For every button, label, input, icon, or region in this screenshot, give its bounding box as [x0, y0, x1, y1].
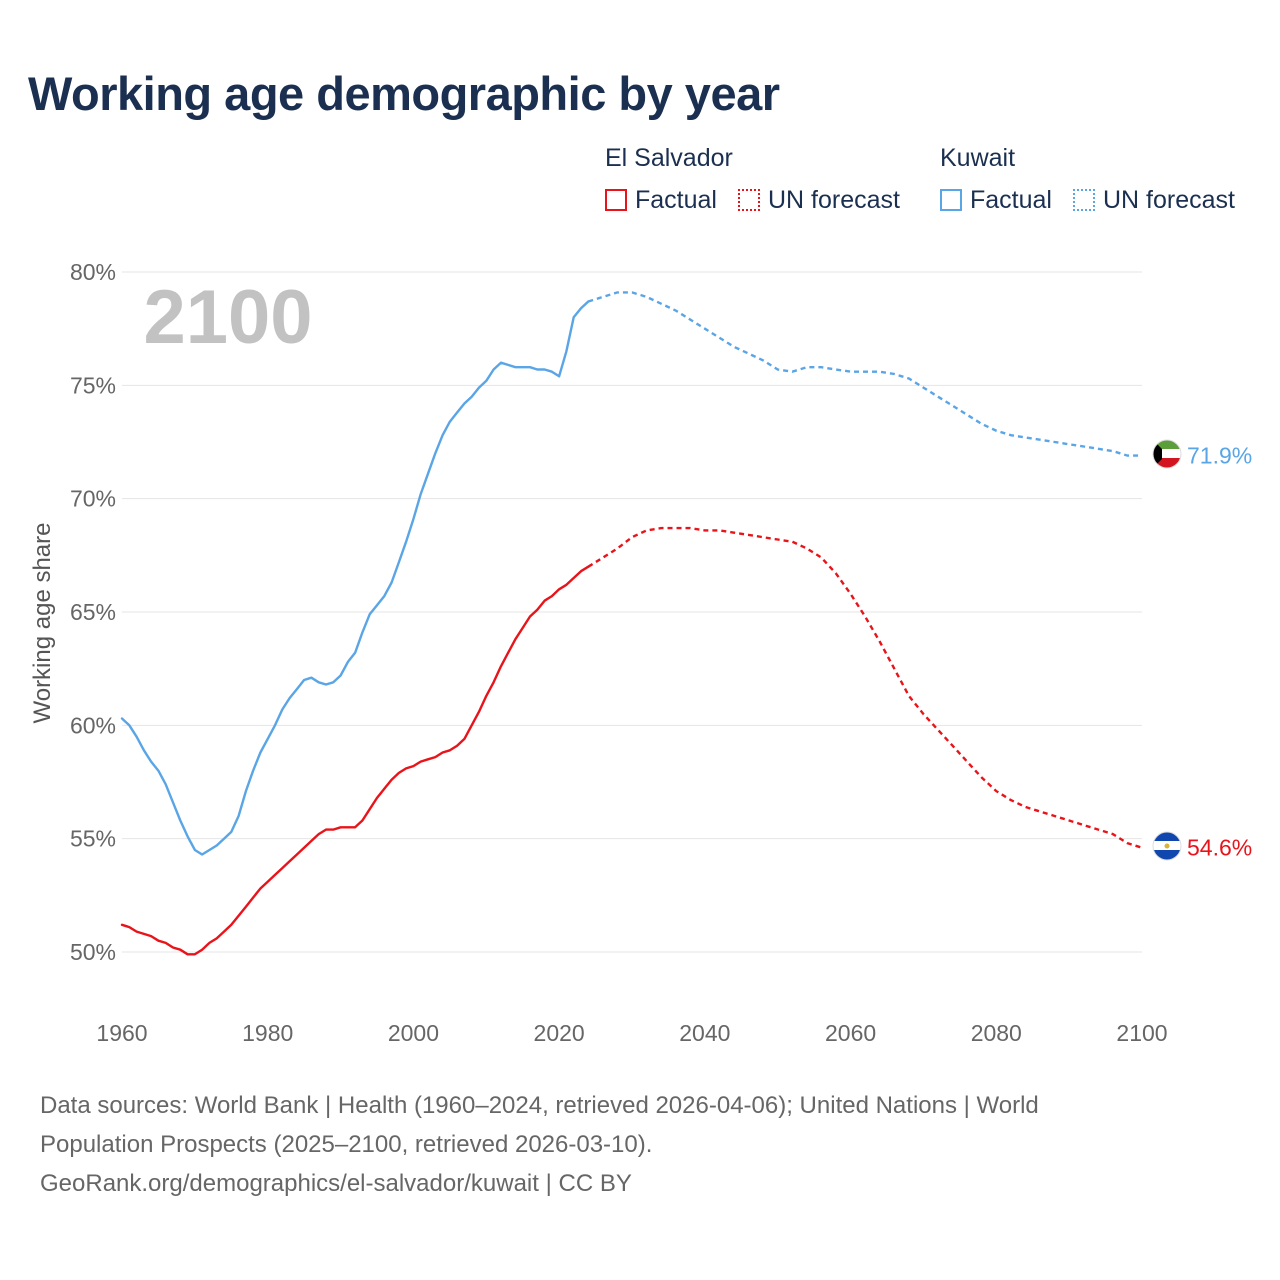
data-sources-line-1: Data sources: World Bank | Health (1960–… — [40, 1092, 1039, 1119]
el-salvador-flag-icon — [1152, 831, 1182, 861]
legend-country-el-salvador: El Salvador — [605, 144, 733, 172]
x-tick-label: 1960 — [96, 1020, 147, 1046]
y-tick-label: 55% — [70, 826, 116, 852]
year-watermark: 2100 — [143, 275, 312, 360]
legend-item-el-salvador-factual[interactable]: Factual — [605, 184, 717, 216]
el-salvador-end-value-label: 54.6% — [1187, 835, 1252, 861]
x-tick-label: 2080 — [971, 1020, 1022, 1046]
x-tick-label: 2040 — [679, 1020, 730, 1046]
legend-swatch-solid-icon — [940, 189, 962, 211]
legend-item-kuwait-factual[interactable]: Factual — [940, 184, 1052, 216]
legend-label: Factual — [970, 185, 1052, 214]
x-tick-label: 2000 — [388, 1020, 439, 1046]
kuwait-forecast-line[interactable] — [587, 291, 1142, 457]
data-sources-line-2: Population Prospects (2025–2100, retriev… — [40, 1131, 653, 1158]
x-tick-label: 2020 — [534, 1020, 585, 1046]
legend-country-kuwait: Kuwait — [940, 144, 1016, 172]
legend-label: Factual — [635, 185, 717, 214]
legend-swatch-dotted-icon — [1073, 189, 1095, 211]
x-tick-label: 2100 — [1116, 1020, 1167, 1046]
line-chart: 50% 55% 60% 65% 70% 75% 80% 1960 1980 2000 2020 20… — [29, 259, 1252, 1046]
kuwait-end-value-label: 71.9% — [1187, 443, 1252, 469]
y-tick-label: 70% — [70, 486, 116, 512]
grid — [122, 271, 1142, 953]
legend-label: UN forecast — [1103, 185, 1235, 214]
el-salvador-forecast-line[interactable] — [587, 526, 1143, 849]
y-tick-label: 65% — [70, 599, 116, 625]
series: 71.9% 54.6% — [120, 291, 1252, 956]
y-tick-label: 50% — [70, 939, 116, 965]
chart-title: Working age demographic by year — [28, 67, 780, 120]
x-axis: 1960 1980 2000 2020 2040 2060 2080 2100 — [96, 1020, 1167, 1046]
y-tick-label: 60% — [70, 712, 116, 738]
legend-swatch-solid-icon — [605, 189, 627, 211]
x-tick-label: 2060 — [825, 1020, 876, 1046]
el-salvador-factual-line[interactable] — [120, 565, 590, 956]
y-axis: 50% 55% 60% 65% 70% 75% 80% — [70, 259, 116, 965]
source-url[interactable]: GeoRank.org/demographics/el-salvador/kuw… — [40, 1170, 632, 1197]
kuwait-flag-icon — [1152, 439, 1182, 469]
y-axis-title: Working age share — [29, 523, 56, 724]
y-tick-label: 80% — [70, 259, 116, 285]
kuwait-factual-line[interactable] — [120, 300, 590, 856]
x-tick-label: 1980 — [242, 1020, 293, 1046]
legend-label: UN forecast — [768, 185, 900, 214]
legend-item-kuwait-forecast[interactable]: UN forecast — [1073, 184, 1235, 216]
legend-swatch-dotted-icon — [738, 189, 760, 211]
legend-item-el-salvador-forecast[interactable]: UN forecast — [738, 184, 900, 216]
y-tick-label: 75% — [70, 372, 116, 398]
footer: Data sources: World Bank | Health (1960–… — [40, 1086, 1240, 1203]
